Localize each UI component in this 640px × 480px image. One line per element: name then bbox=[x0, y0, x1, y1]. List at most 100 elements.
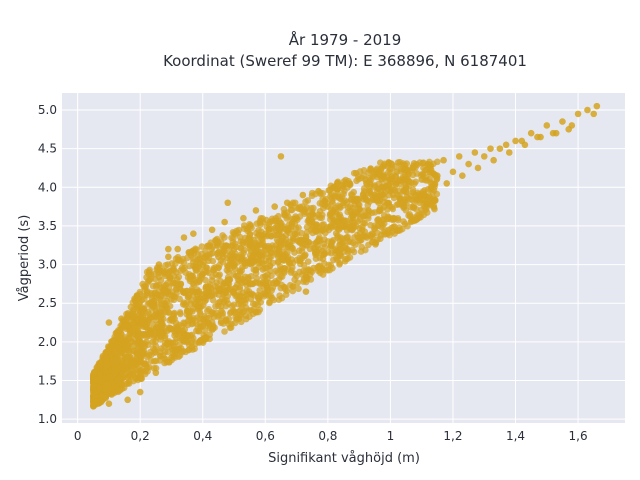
cloud-point bbox=[262, 278, 270, 286]
cloud-point bbox=[220, 243, 227, 251]
data-point bbox=[287, 241, 294, 249]
cloud-point bbox=[152, 316, 160, 324]
cloud-point bbox=[427, 169, 434, 177]
cloud-point bbox=[401, 196, 408, 203]
cloud-point bbox=[213, 239, 221, 246]
cloud-point bbox=[163, 358, 170, 366]
data-point bbox=[105, 400, 113, 407]
cloud-point bbox=[350, 169, 358, 177]
cloud-point bbox=[198, 271, 205, 279]
cloud-point bbox=[350, 248, 358, 256]
cloud-point bbox=[113, 354, 120, 362]
cloud-point bbox=[387, 160, 395, 167]
cloud-point bbox=[128, 327, 136, 334]
data-point bbox=[593, 102, 601, 110]
cloud-point bbox=[275, 247, 282, 254]
cloud-point bbox=[246, 313, 253, 321]
data-point bbox=[346, 180, 354, 187]
cloud-point bbox=[304, 242, 311, 249]
cloud-point bbox=[399, 225, 406, 233]
cloud-point bbox=[129, 319, 137, 327]
cloud-point bbox=[273, 236, 281, 243]
data-point bbox=[390, 214, 397, 222]
cloud-point bbox=[380, 212, 388, 219]
cloud-point bbox=[200, 294, 207, 302]
cloud-point bbox=[304, 217, 312, 225]
cloud-point bbox=[125, 334, 133, 342]
cloud-point bbox=[230, 230, 238, 237]
cloud-point bbox=[327, 261, 335, 269]
data-point bbox=[443, 180, 451, 187]
cloud-point bbox=[167, 267, 174, 275]
data-point bbox=[280, 265, 288, 272]
cloud-point bbox=[379, 216, 387, 224]
cloud-point bbox=[385, 226, 392, 234]
cloud-point bbox=[181, 326, 189, 333]
data-point bbox=[208, 226, 216, 234]
cloud-point bbox=[195, 338, 202, 346]
cloud-point bbox=[171, 332, 178, 339]
cloud-point bbox=[241, 278, 248, 286]
cloud-point bbox=[296, 268, 303, 276]
cloud-point bbox=[193, 246, 200, 253]
cloud-point bbox=[143, 289, 151, 297]
y-tick-label: 4.5 bbox=[38, 142, 57, 156]
data-point bbox=[324, 203, 332, 210]
data-point bbox=[534, 133, 541, 141]
cloud-point bbox=[235, 226, 243, 234]
cloud-point bbox=[174, 253, 182, 261]
data-point bbox=[512, 137, 519, 145]
cloud-point bbox=[216, 271, 223, 278]
data-point bbox=[343, 234, 350, 241]
cloud-point bbox=[155, 292, 163, 299]
data-point bbox=[186, 272, 194, 280]
cloud-point bbox=[226, 265, 234, 273]
cloud-point bbox=[331, 192, 339, 200]
cloud-point bbox=[430, 195, 438, 202]
cloud-point bbox=[310, 240, 317, 248]
cloud-point bbox=[283, 215, 291, 222]
data-point bbox=[402, 183, 410, 191]
cloud-point bbox=[156, 348, 164, 355]
cloud-point bbox=[321, 236, 328, 243]
x-tick-label: 1,2 bbox=[443, 429, 462, 443]
cloud-point bbox=[219, 284, 227, 292]
cloud-point bbox=[204, 307, 211, 315]
data-point bbox=[199, 261, 207, 268]
cloud-point bbox=[274, 253, 282, 260]
cloud-point bbox=[155, 266, 162, 274]
cloud-point bbox=[298, 247, 306, 255]
cloud-point bbox=[209, 257, 217, 265]
cloud-point bbox=[289, 199, 297, 207]
cloud-point bbox=[402, 206, 410, 214]
cloud-point bbox=[176, 330, 183, 337]
data-point bbox=[233, 292, 241, 299]
data-point bbox=[459, 172, 466, 179]
cloud-point bbox=[346, 203, 354, 210]
cloud-point bbox=[354, 211, 361, 218]
cloud-point bbox=[180, 319, 187, 327]
cloud-point bbox=[277, 242, 284, 249]
cloud-point bbox=[397, 181, 405, 188]
cloud-point bbox=[212, 303, 219, 310]
cloud-point bbox=[285, 259, 293, 267]
cloud-point bbox=[193, 267, 200, 274]
cloud-point bbox=[123, 310, 130, 318]
cloud-point bbox=[234, 281, 241, 288]
data-point bbox=[161, 299, 169, 307]
cloud-point bbox=[362, 196, 370, 204]
cloud-point bbox=[289, 287, 297, 295]
data-point bbox=[377, 172, 385, 179]
cloud-point bbox=[185, 291, 193, 299]
cloud-point bbox=[374, 216, 382, 223]
cloud-point bbox=[165, 343, 173, 351]
cloud-point bbox=[267, 267, 274, 275]
cloud-point bbox=[177, 310, 184, 318]
cloud-point bbox=[270, 296, 278, 304]
cloud-point bbox=[347, 208, 354, 215]
cloud-point bbox=[366, 231, 373, 239]
cloud-point bbox=[213, 309, 220, 317]
x-tick-label: 1,4 bbox=[506, 429, 525, 443]
data-point bbox=[143, 323, 150, 330]
data-point bbox=[249, 280, 257, 288]
